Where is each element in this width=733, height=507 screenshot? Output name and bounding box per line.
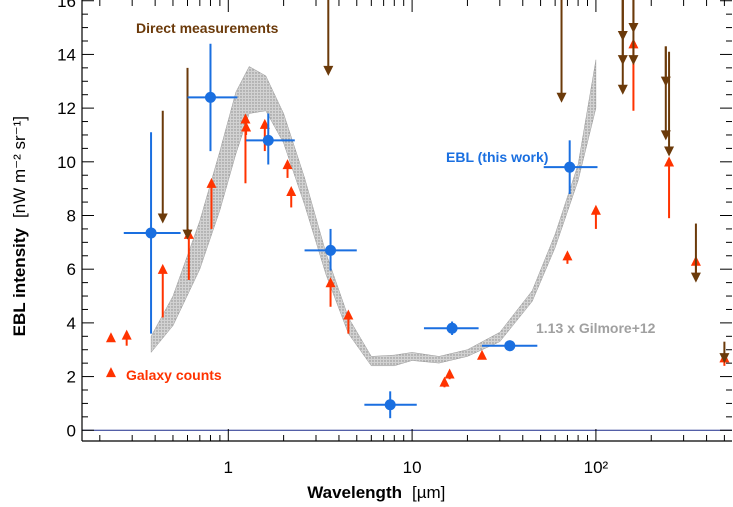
galaxy-count-marker-1 [105,332,116,343]
galaxy-count-marker-12 [343,309,354,334]
direct-measurement-marker-5-head [617,55,628,66]
y-tick-label-4: 8 [67,207,76,226]
galaxy-count-marker-9-head [282,159,293,170]
galaxy-count-marker-3-head [157,263,168,274]
direct-measurement-marker-12 [690,223,701,283]
ebl-point-5 [423,321,479,335]
galaxy-counts-label: Galaxy counts [126,367,222,383]
galaxy-count-marker-10-head [286,185,297,196]
direct-measurement-marker-8 [628,0,639,33]
y-tick-label-0: 0 [67,421,76,440]
ebl-point-0 [123,132,181,334]
galaxy-count-marker-13-head [439,376,450,387]
galaxy-count-marker-1-head [105,332,116,343]
galaxy-count-marker-11 [325,277,336,307]
direct-measurement-marker-12-head [690,272,701,283]
galaxy-count-marker-16 [562,250,573,264]
direct-measurement-marker-6-head [617,31,628,42]
galaxy-count-marker-17 [590,204,601,229]
direct-measurements-label: Direct measurements [136,20,279,36]
direct-measurement-marker-0-head [157,213,168,224]
direct-measurement-marker-1 [182,67,193,240]
galaxy-count-marker-13 [439,376,450,388]
direct-measurement-marker-4-head [617,84,628,95]
ebl-point-7 [543,140,598,195]
galaxy-count-marker-6-head [240,113,251,124]
ebl-marker-5 [446,322,458,334]
galaxy-count-marker-15-head [476,349,487,360]
galaxy-count-marker-17-head [590,204,601,215]
galaxy-count-marker-10 [286,185,297,208]
ebl-this-work-label: EBL (this work) [446,149,548,165]
ebl-marker-7 [564,161,576,173]
direct-measurement-marker-6 [617,0,628,42]
y-tick-label-7: 14 [57,45,76,64]
x-tick-label-0: 1 [224,458,233,477]
direct-measurement-marker-0 [157,110,168,224]
y-tick-label-8: 16 [57,0,76,11]
direct-measurement-marker-2 [323,0,334,76]
ebl-point-1 [187,43,238,152]
y-tick-label-1: 2 [67,368,76,387]
y-tick-label-6: 12 [57,99,76,118]
ebl-marker-1 [204,91,216,103]
y-tick-label-3: 6 [67,260,76,279]
y-axis-title: EBL intensity [10,227,29,336]
direct-measurement-marker-13 [719,341,730,364]
galaxy-count-marker-11-head [325,277,336,288]
galaxy-count-marker-5-head [206,177,217,188]
galaxy-count-marker-14-head [444,368,455,379]
galaxy-count-marker-19 [664,156,675,219]
direct-measurement-marker-11-head [664,146,675,157]
ebl-point-6 [481,340,538,352]
galaxy-count-marker-0 [105,367,116,378]
galaxy-count-marker-7-head [241,121,252,132]
x-axis-unit: [µm] [412,483,445,502]
ebl-point-2 [246,113,295,165]
galaxy-count-marker-19-head [664,156,675,167]
x-tick-label-2: 10² [584,458,609,477]
ebl-point-3 [304,228,357,271]
ebl-marker-0 [145,227,157,239]
ebl-marker-4 [384,399,396,411]
ebl-marker-2 [262,134,274,146]
galaxy-count-marker-14 [444,368,455,380]
ebl-marker-3 [325,244,337,256]
galaxy-count-marker-5 [206,177,217,229]
ebl-marker-6 [504,340,516,352]
direct-measurement-marker-13-head [719,353,730,364]
x-axis-title: Wavelength [307,483,402,502]
galaxy-count-marker-2-head [121,329,132,340]
direct-measurement-marker-11 [664,51,675,157]
gilmore-model-band [150,59,597,367]
galaxy-count-marker-2 [121,329,132,346]
gilmore-model-label: 1.13 x Gilmore+12 [536,320,656,336]
direct-measurement-marker-8-head [628,22,639,33]
direct-measurement-marker-1-head [182,229,193,240]
galaxy-count-marker-3 [157,263,168,318]
y-tick-label-2: 4 [67,314,76,333]
galaxy-count-marker-7 [241,121,252,135]
y-tick-label-5: 10 [57,153,76,172]
galaxy-count-marker-15 [476,349,487,360]
galaxy-count-marker-12-head [343,309,354,320]
ebl-point-4 [364,391,417,419]
galaxy-count-marker-16-head [562,250,573,261]
direct-measurement-marker-2-head [323,65,334,76]
direct-measurement-marker-7-head [628,55,639,66]
direct-measurement-marker-3 [556,0,567,103]
y-axis-unit: [nW m⁻² sr⁻¹] [10,116,29,218]
galaxy-count-marker-9 [282,159,293,178]
direct-measurement-marker-3-head [556,92,567,103]
x-tick-label-1: 10 [403,458,422,477]
galaxy-count-marker-0-head [105,367,116,378]
